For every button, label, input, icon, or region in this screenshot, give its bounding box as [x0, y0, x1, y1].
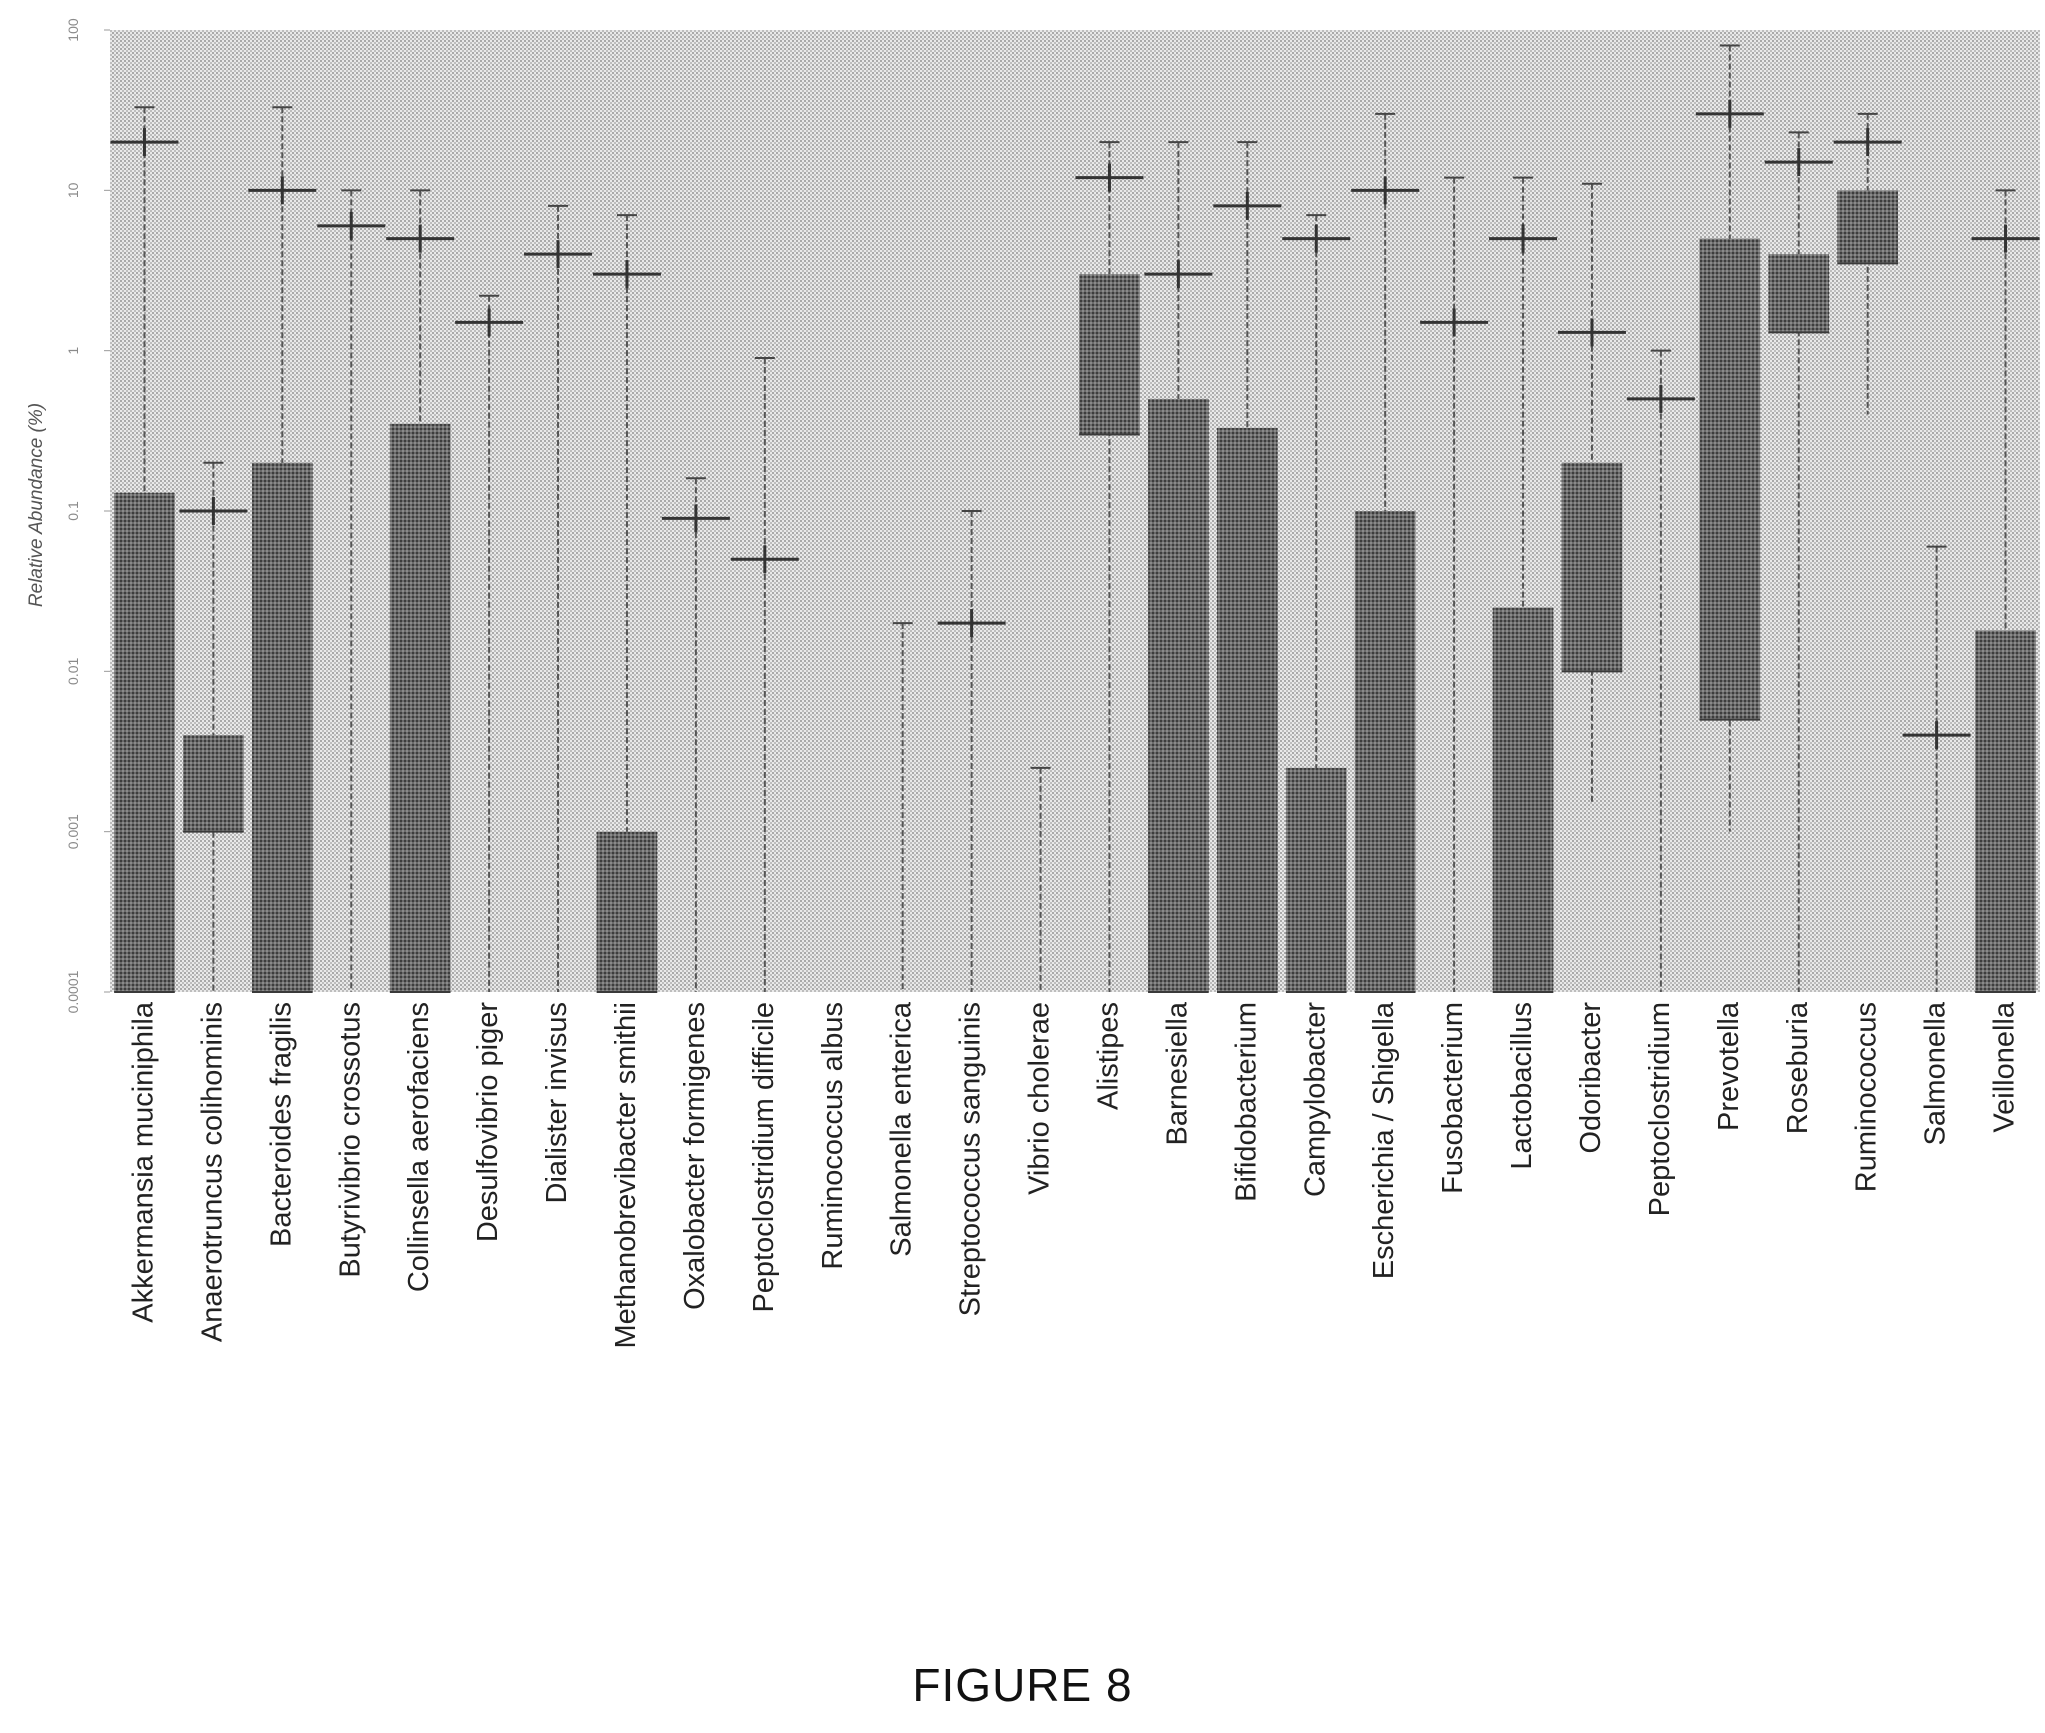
x-tick-label: Methanobrevibacter smithii — [610, 1002, 642, 1349]
x-tick-label: Desulfovibrio piger — [472, 1002, 504, 1243]
x-tick-label: Fusobacterium — [1437, 1002, 1469, 1194]
box-17 — [1285, 767, 1347, 992]
box-25 — [1837, 190, 1899, 264]
y-tick-label: 0.1 — [65, 501, 81, 521]
x-tick-label: Butyrivibrio crossotus — [334, 1002, 366, 1278]
y-tick-label: 100 — [65, 18, 81, 42]
x-tick-label: Bacteroides fragilis — [265, 1002, 297, 1247]
x-tick-label: Peptoclostridium — [1644, 1002, 1676, 1216]
box-16 — [1216, 427, 1278, 992]
x-tick-label: Anaerotruncus colihominis — [196, 1002, 228, 1342]
box-1 — [183, 735, 244, 832]
box-14 — [1079, 274, 1140, 435]
box-21 — [1561, 462, 1623, 672]
x-tick-label: Ruminococcus albus — [817, 1002, 849, 1270]
y-axis-label: Relative Abundance (%) — [26, 403, 47, 607]
x-tick-label: Alistipes — [1092, 1002, 1124, 1110]
box-2 — [251, 462, 313, 992]
box-series — [110, 44, 2040, 993]
x-tick-label: Oxalobacter formigenes — [679, 1002, 711, 1310]
x-tick-label: Akkermansia muciniphila — [127, 1001, 159, 1323]
y-tick-label: 0.0001 — [65, 970, 81, 1013]
box-23 — [1699, 238, 1761, 720]
box-0 — [114, 492, 175, 992]
y-axis: 0.0001 0.001 0.01 0.1 1 10 100 — [65, 18, 110, 1013]
box-7 — [596, 831, 658, 992]
x-tick-label: Salmonella enterica — [886, 1001, 918, 1257]
box-18 — [1354, 511, 1416, 992]
x-tick-label: Vibrio cholerae — [1024, 1002, 1056, 1195]
y-tick-label: 10 — [65, 182, 81, 198]
x-tick-label: Lactobacillus — [1506, 1002, 1538, 1170]
box-15 — [1148, 398, 1209, 992]
x-tick-label: Prevotella — [1713, 1001, 1745, 1131]
x-tick-label: Ruminococcus — [1851, 1002, 1883, 1192]
x-axis-tick-labels: Akkermansia muciniphila Anaerotruncus col… — [127, 1001, 2020, 1348]
box-20 — [1492, 607, 1554, 992]
x-tick-label: Collinsella aerofaciens — [403, 1002, 435, 1292]
x-tick-label: Bifidobacterium — [1230, 1002, 1262, 1202]
x-tick-label: Roseburia — [1782, 1001, 1814, 1134]
x-tick-label: Barnesiella — [1161, 1001, 1193, 1145]
box-27 — [1975, 630, 2036, 992]
x-tick-label: Odoribacter — [1575, 1002, 1607, 1154]
x-tick-label: Veillonella — [1989, 1001, 2021, 1132]
box-4 — [389, 423, 451, 992]
x-tick-label: Salmonella — [1920, 1001, 1952, 1145]
x-tick-label: Peptoclostridium difficile — [748, 1002, 780, 1313]
y-tick-label: 1 — [65, 347, 81, 355]
x-tick-label: Streptococcus sanguinis — [955, 1002, 987, 1316]
y-tick-label: 0.001 — [65, 814, 81, 849]
y-tick-label: 0.01 — [65, 657, 81, 684]
x-tick-label: Dialister invisus — [541, 1002, 573, 1203]
box-24 — [1768, 254, 1830, 333]
figure-caption: FIGURE 8 — [912, 1659, 1133, 1711]
x-tick-label: Campylobacter — [1299, 1002, 1331, 1197]
x-tick-label: Escherichia / Shigella — [1368, 1001, 1400, 1279]
